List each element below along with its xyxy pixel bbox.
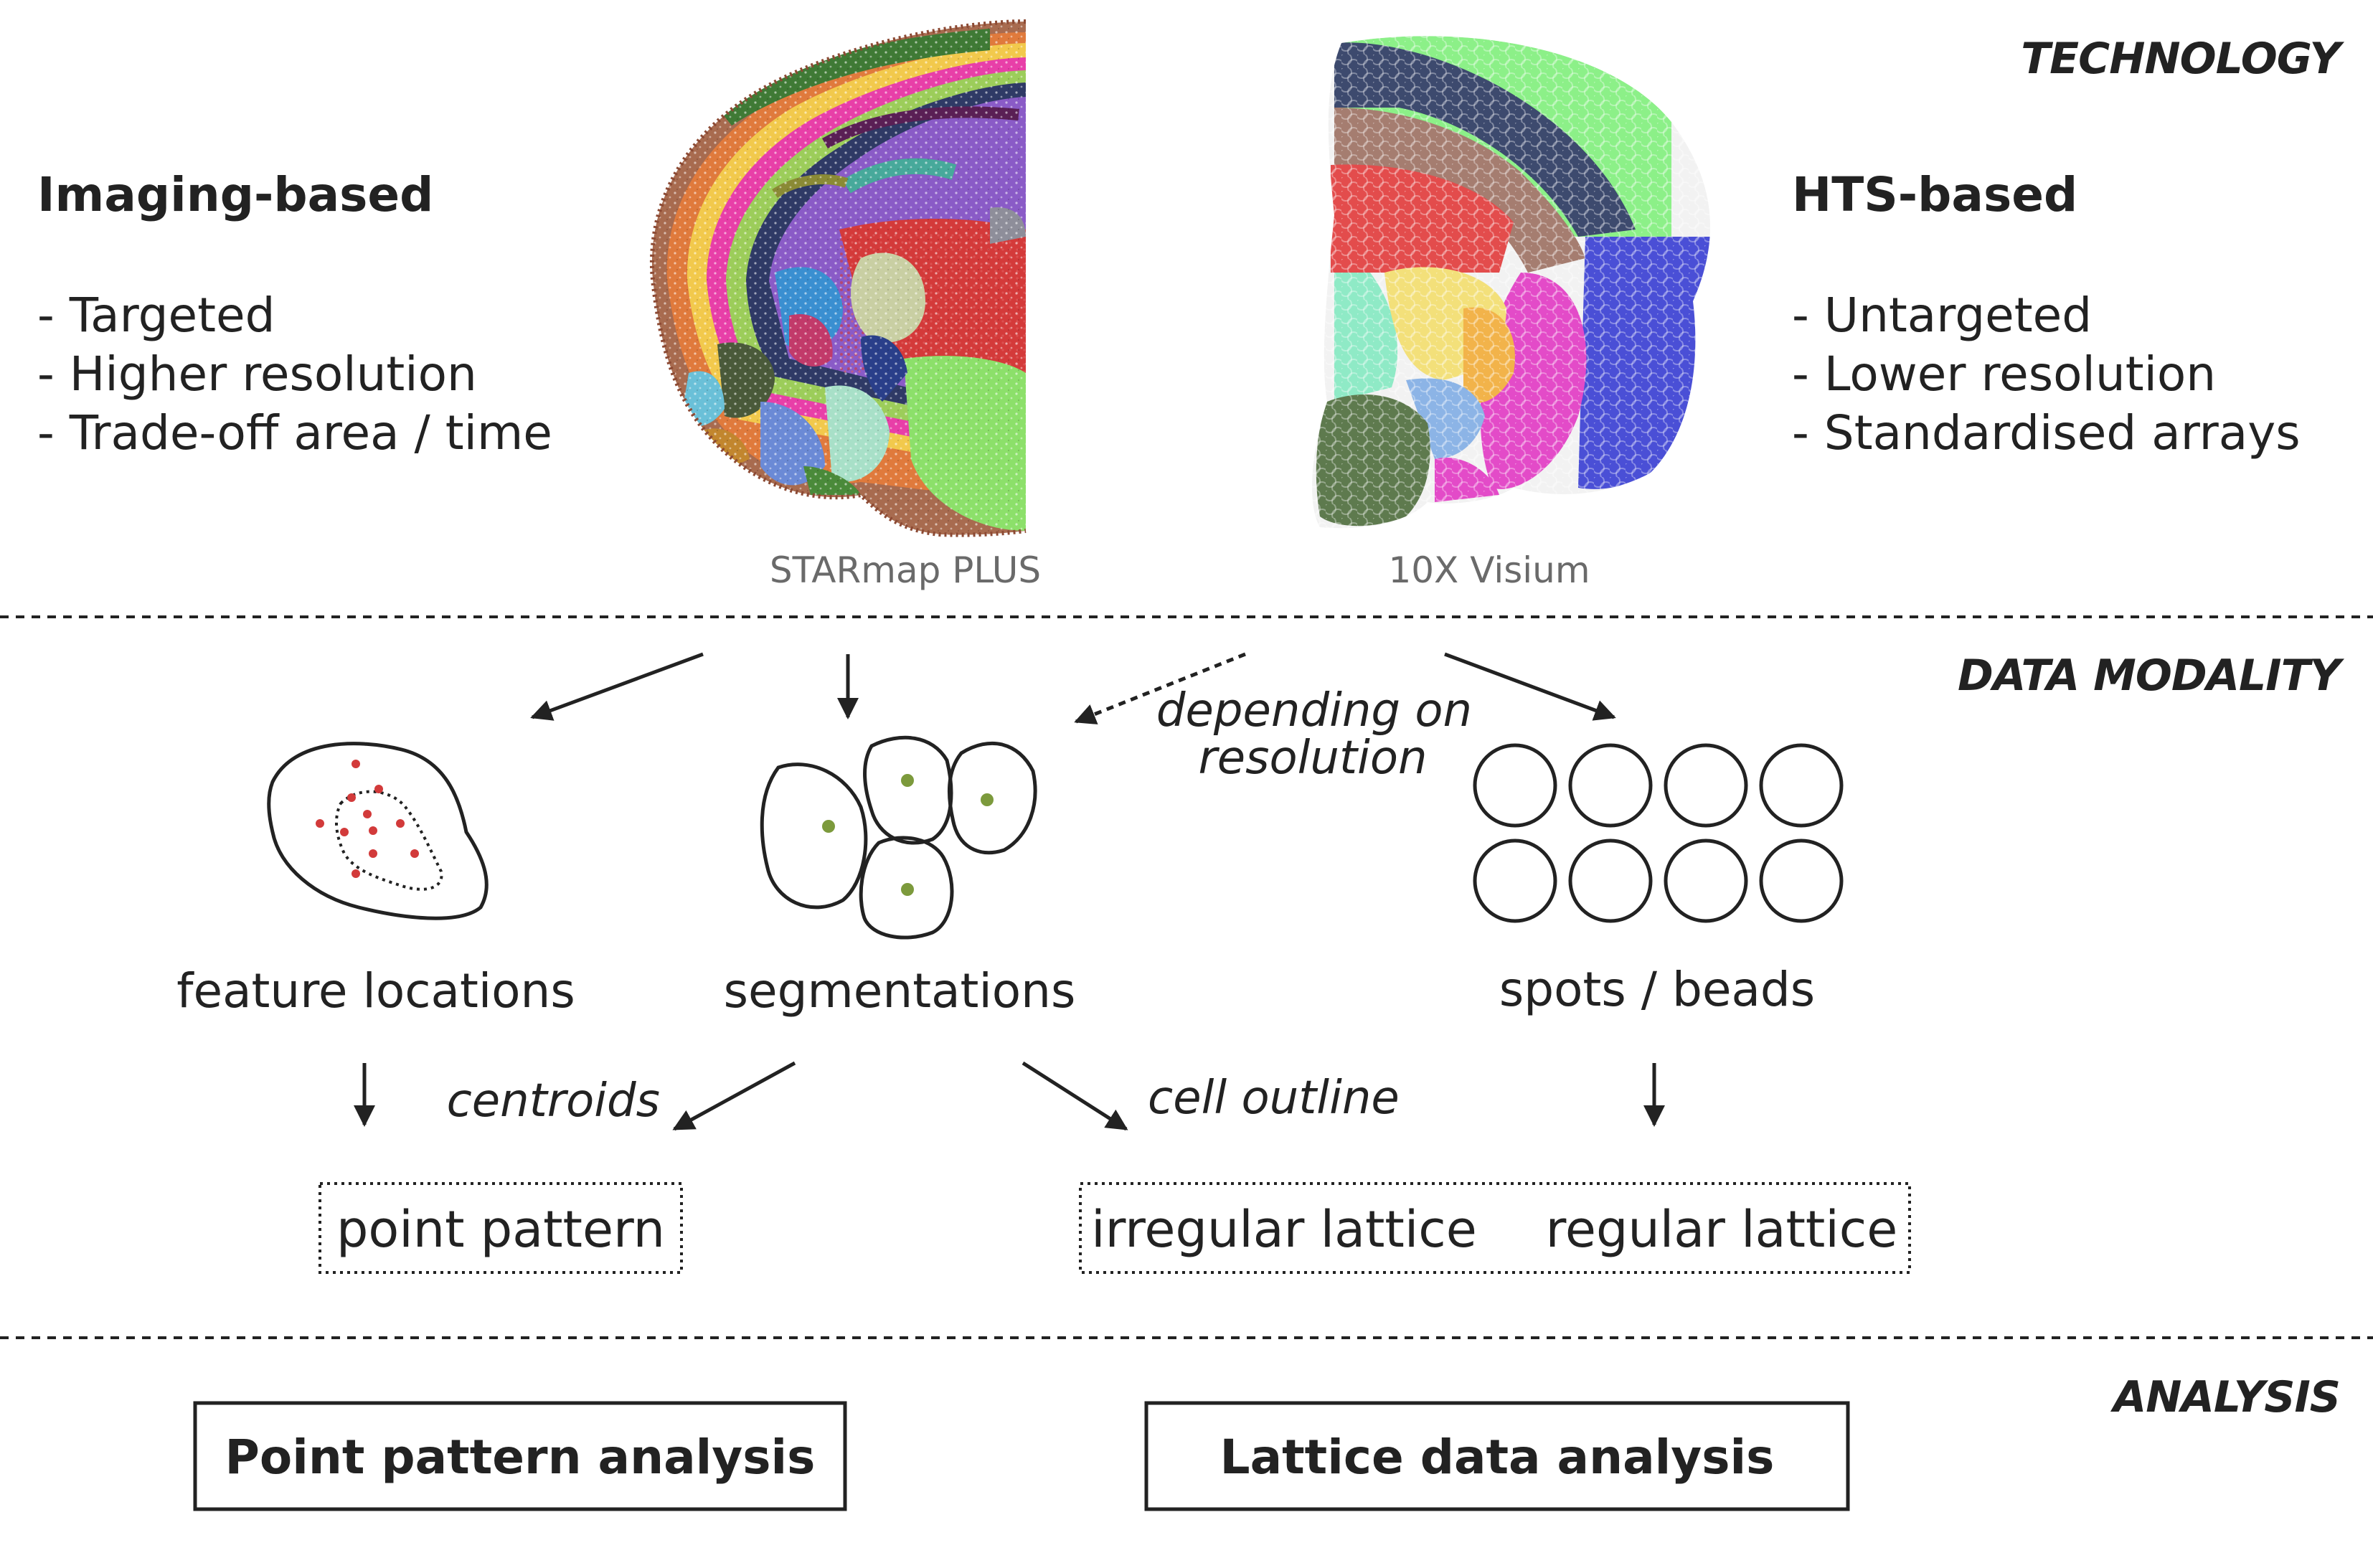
- imaging-bullet-3: - Trade-off area / time: [37, 405, 552, 461]
- centroid-dots: [822, 774, 994, 896]
- point-pattern-box: [319, 1182, 683, 1274]
- hts-bullet-1: - Untargeted: [1792, 288, 2092, 343]
- hts-based-block: HTS-based - Untargeted - Lower resolutio…: [1792, 167, 2301, 461]
- visium-caption: 10X Visium: [1388, 549, 1590, 591]
- depending-on-label-line2: resolution: [1198, 732, 1427, 785]
- point-pattern-analysis-label: Point pattern analysis: [225, 1430, 816, 1485]
- feature-locations-label: feature locations: [176, 963, 575, 1019]
- section-title-analysis: ANALYSIS: [2110, 1372, 2340, 1422]
- segmentations-label: segmentations: [724, 963, 1076, 1019]
- regular-lattice-label: regular lattice: [1546, 1200, 1898, 1259]
- cell-outline-label: cell outline: [1148, 1072, 1400, 1125]
- section-title-data-modality: DATA MODALITY: [1958, 651, 2345, 701]
- arrow-segmentation-centroids: [672, 1061, 796, 1131]
- lattice-data-analysis-box: [1144, 1401, 1850, 1511]
- hts-heading: HTS-based: [1792, 167, 2077, 222]
- starmap-brain-image: [649, 19, 1027, 537]
- feature-locations-icon: [267, 742, 489, 920]
- imaging-bullet-2: - Higher resolution: [37, 346, 477, 402]
- arrow-segmentation-cell-outline: [1022, 1061, 1128, 1131]
- spots-beads-label: spots / beads: [1499, 962, 1815, 1017]
- imaging-bullet-1: - Targeted: [37, 288, 275, 343]
- spots-beads-icon: [1473, 743, 1844, 923]
- imaging-heading: Imaging-based: [37, 167, 433, 222]
- section-title-technology: TECHNOLOGY: [2021, 34, 2344, 84]
- irregular-lattice-label: irregular lattice: [1091, 1200, 1477, 1259]
- centroids-label: centroids: [447, 1075, 660, 1128]
- point-pattern-analysis-box: [193, 1401, 847, 1511]
- arrow-depending-on-resolution: [1074, 652, 1246, 724]
- starmap-caption: STARmap PLUS: [770, 549, 1041, 591]
- lattice-data-analysis-label: Lattice data analysis: [1220, 1430, 1775, 1485]
- feature-dots: [316, 760, 419, 878]
- hts-bullet-2: - Lower resolution: [1792, 346, 2216, 402]
- segmentations-icon: [760, 735, 1037, 940]
- imaging-based-block: Imaging-based - Targeted - Higher resolu…: [37, 167, 552, 461]
- arrow-to-spots-beads: [1444, 652, 1616, 721]
- point-pattern-label: point pattern: [336, 1200, 665, 1259]
- arrow-to-feature-locations: [530, 652, 704, 721]
- hts-bullet-3: - Standardised arrays: [1792, 405, 2301, 461]
- depending-on-label-line1: depending on: [1156, 684, 1472, 737]
- visium-image: [1312, 36, 1710, 529]
